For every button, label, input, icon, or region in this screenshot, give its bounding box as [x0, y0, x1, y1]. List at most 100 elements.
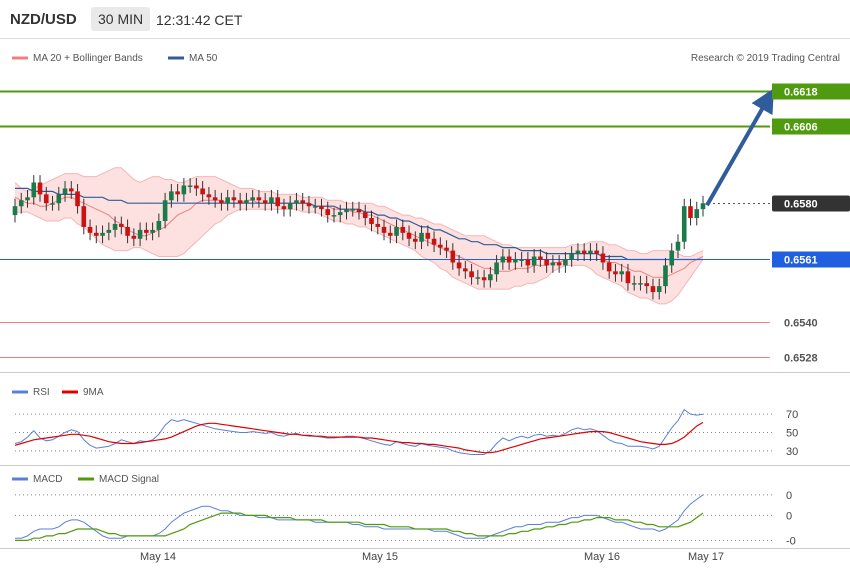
candle-body — [187, 185, 193, 187]
candle-body — [681, 206, 687, 242]
level-label-resistance: 0.6540 — [784, 318, 818, 330]
candle-body — [469, 271, 474, 278]
candle-body — [200, 188, 205, 195]
candle-body — [606, 262, 612, 272]
candle-body — [425, 232, 431, 239]
candle-body — [162, 200, 168, 221]
candle-body — [237, 200, 243, 204]
price-panel — [0, 88, 774, 358]
candle-body — [31, 182, 37, 198]
rsi-tick-label: 30 — [786, 446, 798, 458]
rsi-tick-label: 70 — [786, 409, 798, 421]
candle-body — [331, 215, 337, 217]
macd-signal-line — [15, 512, 704, 542]
candle-body — [94, 232, 99, 236]
candle-body — [387, 232, 393, 236]
candle-body — [50, 203, 55, 205]
credit-text: Research © 2019 Trading Central — [691, 53, 840, 64]
candle-body — [300, 200, 306, 204]
candle-body — [594, 250, 599, 254]
macd-tick-label: 0 — [786, 490, 792, 502]
candle-body — [87, 226, 93, 233]
candle-body — [631, 283, 637, 285]
macd-legend: MACD MACD Signal — [12, 474, 159, 485]
candle-body — [669, 250, 675, 266]
candle-body — [638, 283, 643, 285]
candle-body — [644, 283, 650, 287]
candle-body — [262, 200, 268, 204]
candle-body — [62, 188, 68, 195]
candle-body — [688, 206, 693, 219]
candle-body — [456, 262, 462, 269]
candle-body — [475, 277, 481, 279]
candle-body — [43, 194, 49, 204]
timeframe-button[interactable]: 30 MIN — [91, 7, 151, 31]
candle-body — [18, 200, 24, 207]
candle-body — [381, 226, 387, 233]
candle-body — [175, 191, 180, 195]
candle-body — [444, 247, 449, 251]
candle-body — [519, 259, 524, 261]
chart-header: NZD/USD 30 MIN 12:31:42 CET — [0, 0, 850, 38]
candle-body — [256, 197, 262, 201]
rsi-ma-line — [14, 421, 704, 454]
candle-body — [225, 197, 230, 204]
candle-body — [488, 274, 493, 281]
macd-signal-legend-label: MACD Signal — [99, 474, 159, 485]
candle-body — [531, 256, 537, 266]
candle-body — [700, 203, 706, 210]
candle-body — [650, 286, 656, 293]
candle-body — [481, 277, 487, 281]
candle-body — [431, 238, 437, 245]
macd-line — [15, 494, 704, 539]
bollinger-lower-line — [15, 208, 704, 305]
rsi-ma-legend-label: 9MA — [83, 387, 104, 398]
level-label-support: 0.6561 — [784, 255, 818, 267]
candle-body — [56, 194, 62, 204]
projection-arrow — [705, 88, 774, 207]
candle-body — [563, 259, 568, 266]
candle-body — [319, 206, 324, 210]
level-label-resistance: 0.6528 — [784, 353, 818, 365]
candle-body — [619, 271, 624, 275]
candle-body — [131, 235, 137, 239]
candle-body — [212, 197, 218, 201]
level-label-box — [772, 83, 850, 100]
level-label-box — [772, 251, 850, 268]
candle-body — [219, 200, 224, 204]
candle-body — [12, 206, 18, 216]
level-label-target: 0.6606 — [784, 122, 818, 134]
candle-body — [525, 259, 531, 266]
candle-body — [106, 229, 112, 233]
candle-body — [350, 209, 356, 211]
timestamp: 12:31:42 CET — [156, 12, 243, 28]
candle-body — [344, 209, 349, 213]
candle-body — [119, 223, 124, 227]
candle-body — [419, 232, 424, 242]
candle-body — [244, 200, 249, 204]
candle-body — [150, 229, 155, 233]
macd-legend-label: MACD — [33, 474, 62, 485]
x-tick-label: May 14 — [140, 551, 176, 563]
candle-body — [694, 209, 700, 219]
candle-body — [663, 265, 668, 287]
candle-body — [500, 256, 506, 263]
macd-tick-label: 0 — [786, 510, 792, 522]
candle-body — [250, 197, 255, 201]
bollinger-legend-label: MA 20 + Bollinger Bands — [33, 53, 143, 64]
candle-body — [269, 197, 274, 204]
candle-body — [325, 209, 331, 216]
candle-body — [556, 262, 562, 266]
candle-body — [181, 185, 187, 195]
level-label-box — [772, 195, 850, 212]
candle-body — [306, 203, 312, 207]
candle-body — [550, 262, 556, 266]
candle-body — [112, 223, 118, 230]
candle-body — [675, 241, 681, 251]
candle-body — [375, 223, 381, 227]
candle-body — [281, 206, 287, 210]
rsi-panel: 30 50 70 — [14, 408, 798, 458]
candle-body — [394, 226, 399, 236]
candle-body — [463, 268, 468, 272]
